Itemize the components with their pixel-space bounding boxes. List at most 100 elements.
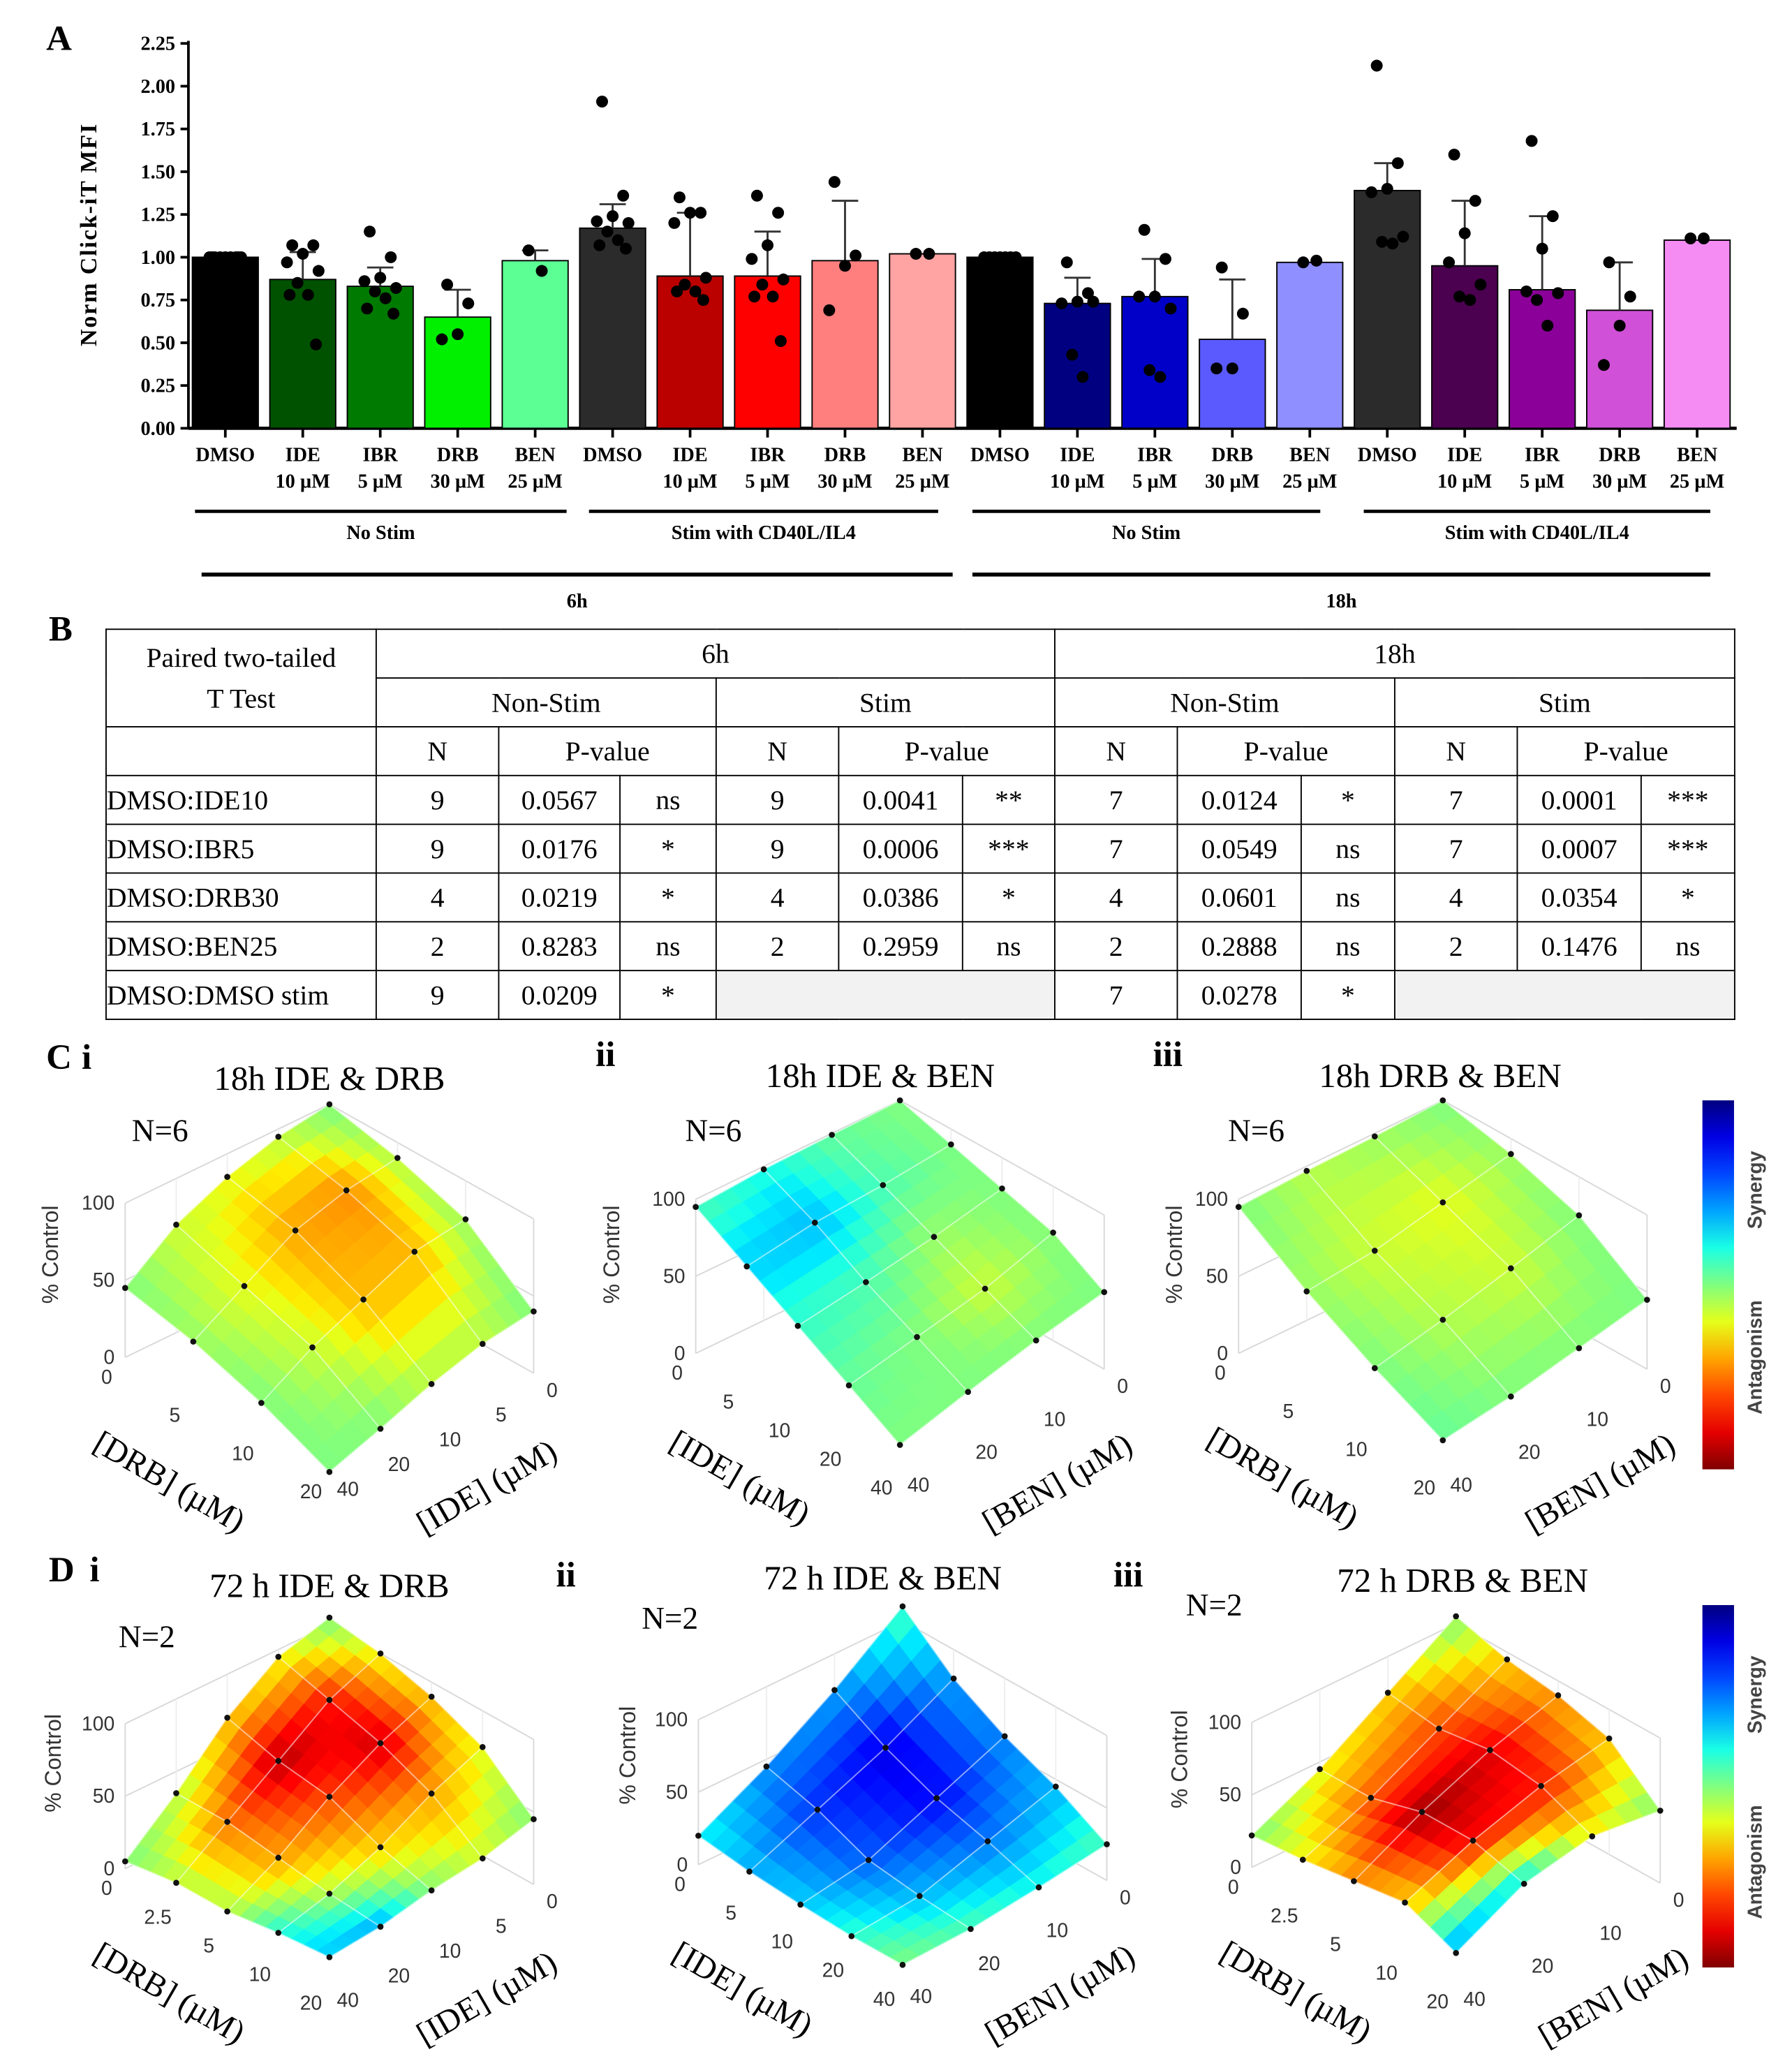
data-point bbox=[390, 282, 402, 295]
x-label-dose: 30 µM bbox=[1205, 471, 1259, 492]
col-axis-tick-label: 40 bbox=[910, 1985, 932, 2007]
data-point bbox=[695, 207, 707, 219]
data-point bbox=[601, 226, 614, 238]
row-axis-tick-label: 20 bbox=[820, 1447, 841, 1470]
data-point bbox=[748, 290, 761, 303]
row-axis-tick-label: 0 bbox=[1215, 1361, 1226, 1384]
colorbar: Synergy Antagonism bbox=[1702, 1604, 1766, 1968]
data-point bbox=[1297, 256, 1310, 269]
data-point bbox=[1371, 1365, 1378, 1371]
data-point bbox=[441, 279, 454, 291]
n-value: 2 bbox=[1393, 921, 1518, 972]
z-tick-label: 0 bbox=[1217, 1342, 1228, 1364]
data-point bbox=[1368, 1794, 1375, 1801]
data-point bbox=[1371, 1133, 1378, 1140]
z-tick-label: 0 bbox=[674, 1342, 686, 1364]
n-label: N=2 bbox=[642, 1601, 698, 1636]
row-label: DMSO:DMSO stim bbox=[105, 970, 377, 1020]
row-axis-tick-label: 5 bbox=[1330, 1933, 1341, 1955]
x-label-drug: DMSO bbox=[195, 445, 255, 466]
data-point bbox=[671, 285, 683, 297]
x-label-dose: 5 µM bbox=[358, 471, 403, 492]
data-point bbox=[1138, 223, 1150, 236]
data-point bbox=[982, 1285, 988, 1292]
col-axis-tick-label: 0 bbox=[1673, 1889, 1684, 1911]
panel-label-c-i: i bbox=[82, 1037, 92, 1077]
y-tick-label: 1.00 bbox=[141, 247, 176, 269]
y-tick-label: 0.50 bbox=[141, 332, 176, 354]
n-label: N=6 bbox=[686, 1114, 742, 1148]
data-point bbox=[369, 285, 381, 297]
z-axis-label: % Control bbox=[38, 1205, 63, 1303]
data-point bbox=[428, 1790, 435, 1797]
x-label-dose: 30 µM bbox=[430, 471, 484, 492]
p-value: 0.0209 bbox=[498, 970, 621, 1020]
surface-title: 18h IDE & DRB bbox=[214, 1059, 445, 1098]
mesh-line bbox=[851, 1786, 1056, 1937]
significance: *** bbox=[1640, 774, 1735, 825]
x-label-dose: 25 µM bbox=[508, 471, 562, 492]
data-point bbox=[377, 1923, 384, 1930]
col-axis-tick-label: 10 bbox=[1587, 1408, 1608, 1430]
data-point bbox=[1365, 186, 1378, 198]
data-point bbox=[283, 288, 296, 301]
data-point bbox=[1397, 230, 1409, 243]
wall-gridline bbox=[124, 1103, 330, 1204]
significance: *** bbox=[961, 823, 1056, 874]
data-point bbox=[326, 1794, 333, 1800]
data-point bbox=[1009, 251, 1022, 263]
data-point bbox=[593, 239, 606, 251]
bar bbox=[1199, 339, 1266, 429]
x-label-drug: BEN bbox=[515, 445, 556, 466]
n-value: 2 bbox=[715, 921, 840, 972]
data-point bbox=[797, 1901, 804, 1908]
data-point bbox=[988, 251, 1001, 263]
synergy-label: Synergy bbox=[1744, 1655, 1766, 1734]
data-point bbox=[1376, 235, 1389, 248]
row-label: DMSO:BEN25 bbox=[105, 921, 377, 972]
data-point bbox=[1371, 1248, 1378, 1254]
data-point bbox=[479, 1855, 486, 1862]
table-row: DMSO:BEN25 2 0.8283 ns 2 0.2959 ns 2 0.2888 ns 2 0.… bbox=[105, 921, 1735, 972]
data-point bbox=[479, 1340, 486, 1347]
empty-gray-cell bbox=[715, 970, 1056, 1020]
significance: ns bbox=[961, 921, 1056, 972]
bar bbox=[966, 256, 1034, 429]
time-header: 6h bbox=[375, 628, 1056, 679]
bar bbox=[346, 286, 414, 429]
data-point bbox=[899, 1603, 906, 1610]
data-point bbox=[224, 1908, 230, 1915]
table-corner-header: Paired two-tailed T Test bbox=[105, 628, 377, 727]
corner-label-line: T Test bbox=[207, 681, 276, 714]
y-tick-label: 1.50 bbox=[141, 161, 176, 183]
data-point bbox=[1576, 1212, 1583, 1219]
row-label: DMSO:DRB30 bbox=[105, 872, 377, 923]
bar bbox=[1044, 302, 1111, 429]
data-point bbox=[774, 334, 787, 347]
data-point bbox=[743, 1263, 750, 1270]
surface-title: 72 h DRB & BEN bbox=[1337, 1561, 1588, 1600]
x-label-drug: DRB bbox=[1599, 445, 1641, 466]
data-point bbox=[1520, 285, 1533, 297]
data-point bbox=[360, 1297, 366, 1303]
p-value-header: P-value bbox=[498, 726, 717, 776]
data-point bbox=[1154, 371, 1167, 383]
p-value-header: P-value bbox=[1516, 726, 1735, 776]
data-point bbox=[1235, 1204, 1242, 1211]
p-value: 0.8283 bbox=[498, 921, 621, 972]
mesh-line bbox=[1456, 1810, 1661, 1953]
data-point bbox=[275, 1653, 282, 1660]
mesh-line bbox=[1374, 1135, 1580, 1349]
data-point bbox=[999, 1185, 1005, 1192]
data-point bbox=[241, 1283, 248, 1290]
data-point bbox=[1469, 195, 1481, 207]
data-point bbox=[1507, 1151, 1514, 1158]
data-point bbox=[1384, 1690, 1391, 1696]
data-point bbox=[1531, 294, 1543, 306]
p-value: 0.0124 bbox=[1176, 774, 1302, 825]
mesh-line bbox=[1442, 1299, 1647, 1441]
row-axis-tick-label: 0 bbox=[101, 1877, 112, 1899]
data-point bbox=[1143, 364, 1156, 376]
row-axis-title: [IDE] (µM) bbox=[664, 1424, 817, 1532]
data-point bbox=[1081, 287, 1094, 300]
